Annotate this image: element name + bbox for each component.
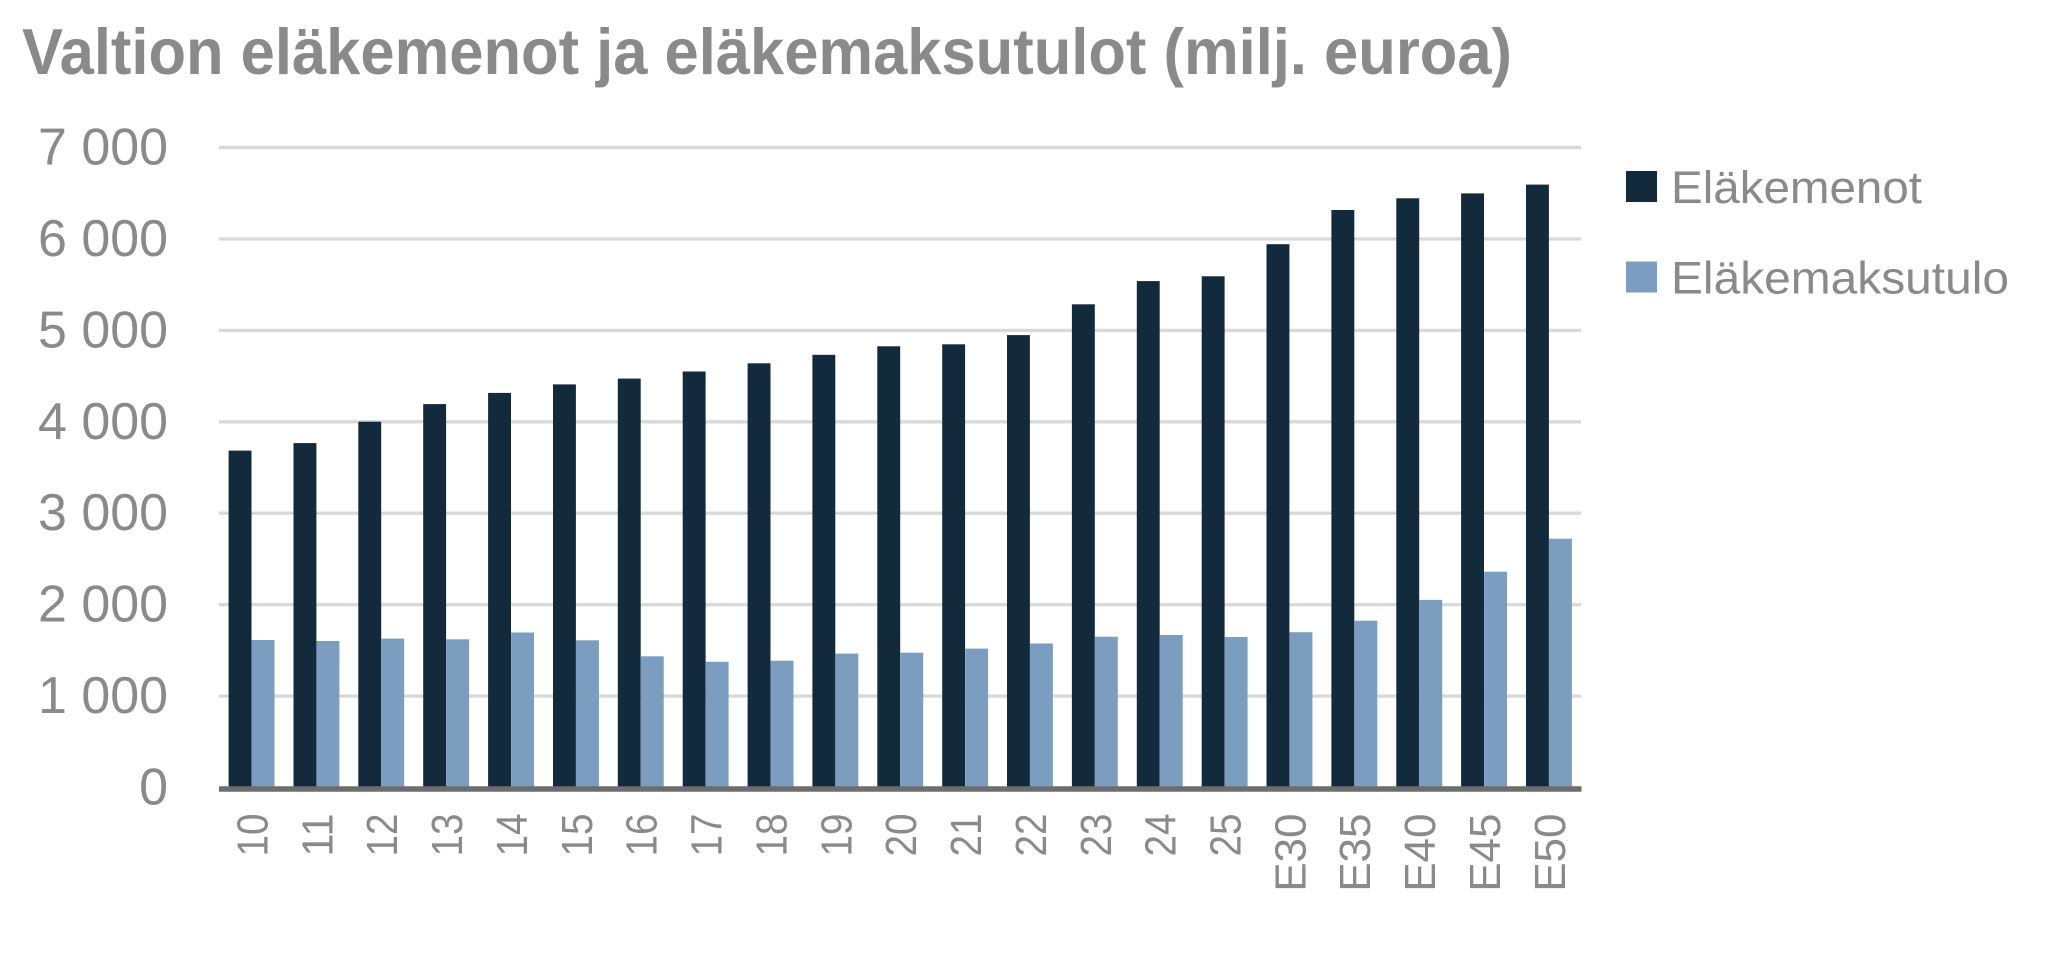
- svg-text:19: 19: [812, 814, 861, 857]
- svg-text:E50: E50: [1526, 814, 1575, 892]
- svg-text:E40: E40: [1396, 814, 1445, 892]
- svg-text:E30: E30: [1266, 814, 1315, 892]
- svg-text:15: 15: [553, 814, 602, 857]
- svg-text:Eläkemenot: Eläkemenot: [1671, 162, 1923, 213]
- svg-text:23: 23: [1072, 814, 1121, 857]
- svg-text:5 000: 5 000: [38, 301, 168, 359]
- svg-text:Valtion eläkemenot ja eläkemak: Valtion eläkemenot ja eläkemaksutulot (m…: [22, 15, 1512, 88]
- svg-text:14: 14: [488, 814, 537, 857]
- svg-text:22: 22: [1007, 814, 1056, 857]
- svg-text:E45: E45: [1461, 814, 1510, 892]
- svg-text:3 000: 3 000: [38, 484, 168, 542]
- svg-text:2 000: 2 000: [38, 576, 168, 634]
- svg-text:6 000: 6 000: [38, 210, 168, 268]
- svg-text:4 000: 4 000: [38, 393, 168, 451]
- svg-text:13: 13: [423, 814, 472, 857]
- svg-text:1 000: 1 000: [38, 667, 168, 725]
- svg-text:0: 0: [139, 759, 168, 817]
- svg-text:21: 21: [942, 814, 991, 857]
- svg-text:25: 25: [1202, 814, 1251, 857]
- svg-text:Eläkemaksutulo: Eläkemaksutulo: [1671, 253, 2009, 304]
- svg-text:10: 10: [228, 814, 277, 857]
- svg-text:17: 17: [683, 814, 732, 857]
- svg-text:20: 20: [877, 814, 926, 857]
- svg-text:12: 12: [358, 814, 407, 857]
- svg-text:16: 16: [618, 814, 667, 857]
- svg-text:18: 18: [747, 814, 796, 857]
- svg-text:11: 11: [293, 814, 342, 857]
- svg-text:E35: E35: [1331, 814, 1380, 892]
- svg-text:7 000: 7 000: [38, 119, 168, 177]
- svg-text:24: 24: [1137, 814, 1186, 857]
